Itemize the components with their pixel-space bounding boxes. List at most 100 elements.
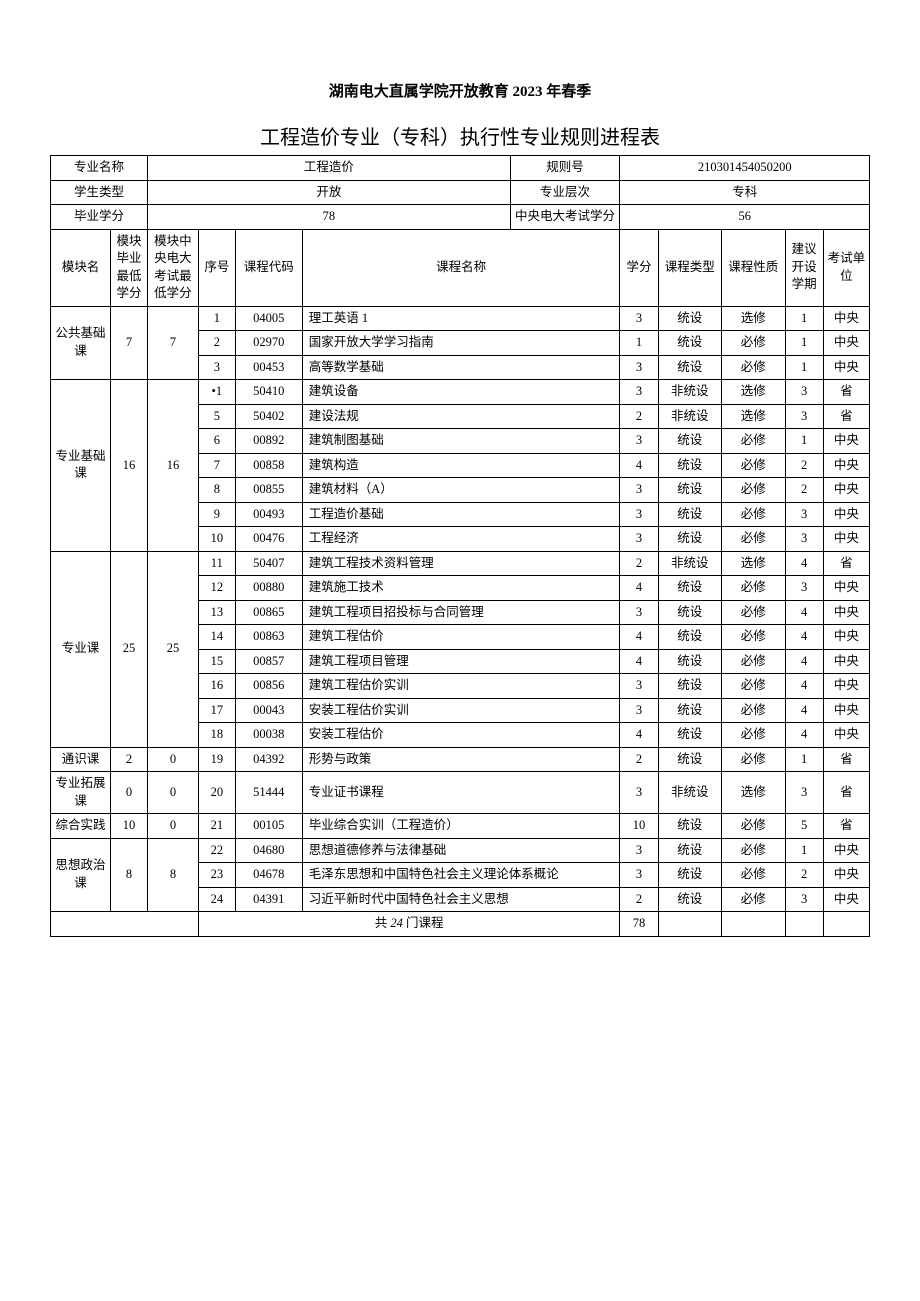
nature-cell: 必修 [722, 887, 786, 912]
unit-cell: 中央 [823, 674, 869, 699]
unit-cell: 中央 [823, 502, 869, 527]
value-major-name: 工程造价 [148, 156, 511, 181]
credit-cell: 2 [620, 887, 658, 912]
ctype-cell: 统设 [658, 453, 722, 478]
code-cell: 04391 [235, 887, 302, 912]
module-min-cell: 7 [111, 306, 148, 380]
table-row: 通识课201904392形势与政策2统设必修1省 [51, 747, 870, 772]
value-rule-no: 210301454050200 [620, 156, 870, 181]
ctype-cell: 统设 [658, 887, 722, 912]
seq-cell: 12 [198, 576, 235, 601]
footer-blank [51, 912, 199, 937]
module-central-min-cell: 25 [148, 551, 199, 747]
col-code: 课程代码 [235, 229, 302, 306]
code-cell: 04005 [235, 306, 302, 331]
nature-cell: 必修 [722, 355, 786, 380]
footer-empty [823, 912, 869, 937]
module-min-cell: 2 [111, 747, 148, 772]
credit-cell: 10 [620, 814, 658, 839]
nature-cell: 选修 [722, 380, 786, 405]
module-name-cell: 综合实践 [51, 814, 111, 839]
col-module-min: 模块毕业最低学分 [111, 229, 148, 306]
nature-cell: 必修 [722, 814, 786, 839]
semester-cell: 3 [785, 380, 823, 405]
value-central-credits: 56 [620, 205, 870, 230]
code-cell: 00863 [235, 625, 302, 650]
seq-cell: 7 [198, 453, 235, 478]
module-central-min-cell: 8 [148, 838, 199, 912]
footer-total-label: 共 24 门课程 [198, 912, 620, 937]
code-cell: 00880 [235, 576, 302, 601]
credit-cell: 3 [620, 306, 658, 331]
unit-cell: 省 [823, 772, 869, 814]
module-name-cell: 通识课 [51, 747, 111, 772]
course-cell: 建筑设备 [302, 380, 620, 405]
credit-cell: 3 [620, 502, 658, 527]
module-min-cell: 10 [111, 814, 148, 839]
semester-cell: 4 [785, 649, 823, 674]
unit-cell: 中央 [823, 625, 869, 650]
seq-cell: 19 [198, 747, 235, 772]
seq-cell: 14 [198, 625, 235, 650]
semester-cell: 1 [785, 838, 823, 863]
seq-cell: 8 [198, 478, 235, 503]
col-module-central-min: 模块中央电大考试最低学分 [148, 229, 199, 306]
unit-cell: 省 [823, 404, 869, 429]
course-cell: 形势与政策 [302, 747, 620, 772]
ctype-cell: 统设 [658, 747, 722, 772]
label-student-type: 学生类型 [51, 180, 148, 205]
nature-cell: 必修 [722, 429, 786, 454]
credit-cell: 4 [620, 453, 658, 478]
unit-cell: 中央 [823, 576, 869, 601]
module-name-cell: 专业拓展课 [51, 772, 111, 814]
col-module: 模块名 [51, 229, 111, 306]
credit-cell: 3 [620, 355, 658, 380]
course-cell: 高等数学基础 [302, 355, 620, 380]
page-title: 工程造价专业（专科）执行性专业规则进程表 [50, 121, 870, 150]
ctype-cell: 统设 [658, 649, 722, 674]
label-grad-credits: 毕业学分 [51, 205, 148, 230]
semester-cell: 5 [785, 814, 823, 839]
nature-cell: 选修 [722, 551, 786, 576]
credit-cell: 3 [620, 527, 658, 552]
ctype-cell: 统设 [658, 502, 722, 527]
unit-cell: 中央 [823, 306, 869, 331]
module-central-min-cell: 16 [148, 380, 199, 552]
semester-cell: 4 [785, 551, 823, 576]
credit-cell: 4 [620, 649, 658, 674]
credit-cell: 2 [620, 404, 658, 429]
table-row: 专业课25251150407建筑工程技术资料管理2非统设选修4省 [51, 551, 870, 576]
unit-cell: 中央 [823, 429, 869, 454]
course-cell: 建筑工程估价实训 [302, 674, 620, 699]
ctype-cell: 统设 [658, 576, 722, 601]
module-min-cell: 8 [111, 838, 148, 912]
nature-cell: 必修 [722, 649, 786, 674]
value-student-type: 开放 [148, 180, 511, 205]
nature-cell: 选修 [722, 306, 786, 331]
nature-cell: 必修 [722, 576, 786, 601]
seq-cell: 20 [198, 772, 235, 814]
course-cell: 建筑工程项目管理 [302, 649, 620, 674]
footer-row: 共 24 门课程78 [51, 912, 870, 937]
unit-cell: 中央 [823, 478, 869, 503]
semester-cell: 1 [785, 306, 823, 331]
code-cell: 00476 [235, 527, 302, 552]
seq-cell: 6 [198, 429, 235, 454]
seq-cell: 5 [198, 404, 235, 429]
module-central-min-cell: 0 [148, 772, 199, 814]
curriculum-table: 专业名称 工程造价 规则号 210301454050200 学生类型 开放 专业… [50, 155, 870, 937]
seq-cell: 1 [198, 306, 235, 331]
unit-cell: 中央 [823, 600, 869, 625]
semester-cell: 4 [785, 625, 823, 650]
seq-cell: 17 [198, 698, 235, 723]
module-central-min-cell: 0 [148, 814, 199, 839]
course-cell: 国家开放大学学习指南 [302, 331, 620, 356]
ctype-cell: 统设 [658, 723, 722, 748]
module-name-cell: 公共基础课 [51, 306, 111, 380]
nature-cell: 必修 [722, 502, 786, 527]
course-cell: 建筑工程估价 [302, 625, 620, 650]
module-central-min-cell: 0 [148, 747, 199, 772]
col-semester: 建议开设学期 [785, 229, 823, 306]
credit-cell: 4 [620, 576, 658, 601]
unit-cell: 中央 [823, 838, 869, 863]
